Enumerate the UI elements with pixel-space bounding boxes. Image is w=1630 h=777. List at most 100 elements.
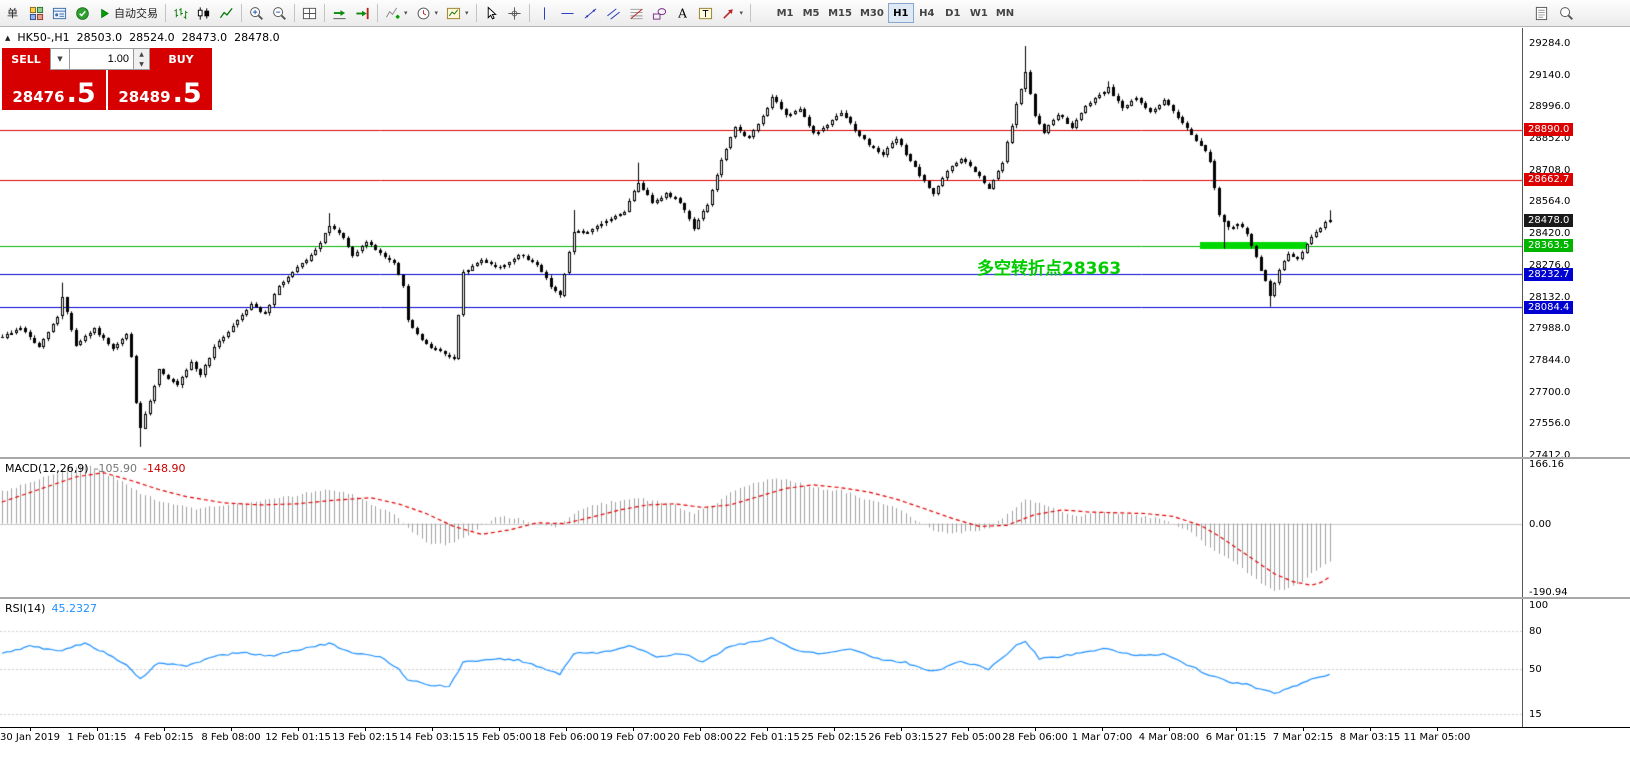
new-order-button[interactable]: 单	[3, 2, 25, 24]
channel-button[interactable]	[602, 2, 625, 24]
chevron-down-icon: ▾	[739, 9, 744, 17]
quote-high: 28524.0	[129, 31, 175, 44]
charts-grid-icon[interactable]	[25, 2, 48, 24]
axis-label: 28276.0	[1529, 259, 1571, 271]
axis-label: 0.00	[1529, 518, 1552, 530]
order-type-dropdown[interactable]: ▼	[50, 48, 70, 70]
rsi-value: 45.2327	[51, 602, 97, 615]
macd-name: MACD(12,26,9)	[5, 462, 89, 475]
buy-price-button[interactable]: 28489 .5	[108, 70, 212, 110]
axis-label: 80	[1529, 625, 1542, 637]
fibonacci-button[interactable]	[625, 2, 648, 24]
price-tag: 28084.4	[1524, 300, 1574, 314]
time-tick	[1303, 728, 1304, 731]
volume-up-icon[interactable]: ▲	[139, 50, 144, 58]
time-label: 6 Mar 01:15	[1205, 732, 1267, 743]
price-scale[interactable]: 29284.0 29140.0 28996.0 28852.0 28708.0 28564…	[1522, 28, 1630, 727]
macd-canvas[interactable]	[0, 459, 1522, 597]
charts-list-icon[interactable]	[1530, 2, 1553, 24]
news-icon[interactable]	[71, 2, 94, 24]
profiles-icon[interactable]	[48, 2, 71, 24]
templates-button[interactable]: ▾	[442, 2, 473, 24]
axis-label: 29140.0	[1529, 69, 1571, 81]
axis-label: 15	[1529, 708, 1542, 720]
indicators-button[interactable]: ▾	[381, 2, 412, 24]
timeframe-button-mn[interactable]: MN	[992, 3, 1018, 23]
time-label: 15 Feb 05:00	[466, 732, 532, 743]
volume-stepper[interactable]: ▲ ▼	[134, 48, 150, 70]
time-label: 25 Feb 02:15	[801, 732, 867, 743]
rsi-canvas[interactable]	[0, 599, 1522, 727]
chevron-down-icon: ▾	[465, 9, 469, 17]
volume-input[interactable]	[70, 48, 134, 70]
rsi-name: RSI(14)	[5, 602, 46, 615]
macd-label: MACD(12,26,9) -105.90 -148.90	[5, 462, 185, 475]
time-tick	[164, 728, 165, 731]
line-chart-button[interactable]	[215, 2, 238, 24]
time-tick	[1102, 728, 1103, 731]
timeframe-button-w1[interactable]: W1	[966, 3, 992, 23]
collapse-trade-panel-icon[interactable]: ▲	[5, 33, 11, 42]
time-label: 14 Feb 03:15	[399, 732, 465, 743]
price-chart-canvas[interactable]	[0, 28, 1522, 457]
time-tick	[365, 728, 366, 731]
pane-splitter[interactable]	[0, 597, 1630, 599]
time-label: 7 Mar 02:15	[1272, 732, 1334, 743]
svg-text:A: A	[677, 6, 687, 20]
autotrading-button[interactable]: 自动交易	[94, 2, 162, 24]
time-label: 19 Feb 07:00	[600, 732, 666, 743]
timeframe-button-m30[interactable]: M30	[856, 3, 888, 23]
sell-price-main: 28476	[12, 88, 65, 107]
quote-header: ▲ HK50-,H1 28503.0 28524.0 28473.0 28478…	[5, 31, 280, 44]
tile-windows-button[interactable]	[298, 2, 321, 24]
cursor-button[interactable]	[480, 2, 503, 24]
text-label-button[interactable]: T	[694, 2, 717, 24]
time-label: 20 Feb 08:00	[667, 732, 733, 743]
time-tick	[1035, 728, 1036, 731]
time-label: 4 Mar 08:00	[1138, 732, 1200, 743]
axis-label: 28420.0	[1529, 228, 1571, 240]
toolbar-separator	[294, 4, 295, 22]
shapes-button[interactable]	[648, 2, 671, 24]
arrows-button[interactable]: ▾	[717, 2, 748, 24]
rsi-label: RSI(14) 45.2327	[5, 602, 97, 615]
axis-label: 28852.0	[1529, 133, 1571, 145]
time-tick	[298, 728, 299, 731]
price-tag: 28890.0	[1524, 123, 1574, 137]
bar-chart-button[interactable]	[169, 2, 192, 24]
time-tick	[1437, 728, 1438, 731]
timeframe-button-h4[interactable]: H4	[914, 3, 940, 23]
timeframe-button-m1[interactable]: M1	[772, 3, 798, 23]
autotrading-button-label: 自动交易	[114, 7, 158, 20]
toolbar-separator	[528, 4, 530, 22]
timeframe-button-m5[interactable]: M5	[798, 3, 824, 23]
chart-shift-button[interactable]	[351, 2, 374, 24]
timeframe-button-m15[interactable]: M15	[824, 3, 856, 23]
candlestick-chart-button[interactable]	[192, 2, 215, 24]
timeframe-button-h1[interactable]: H1	[887, 3, 914, 23]
text-button[interactable]: A	[671, 2, 694, 24]
time-label: 18 Feb 06:00	[533, 732, 599, 743]
time-tick	[1236, 728, 1237, 731]
auto-scroll-button[interactable]	[328, 2, 351, 24]
vertical-line-button[interactable]	[533, 2, 556, 24]
search-icon[interactable]	[1555, 2, 1578, 24]
price-tag: 28478.0	[1524, 213, 1574, 227]
crosshair-button[interactable]	[503, 2, 526, 24]
quote-low: 28473.0	[181, 31, 228, 44]
volume-down-icon[interactable]: ▼	[139, 60, 144, 68]
time-label: 30 Jan 2019	[0, 732, 60, 743]
timeframe-button-d1[interactable]: D1	[940, 3, 966, 23]
zoom-in-button[interactable]	[245, 2, 268, 24]
trendline-button[interactable]	[579, 2, 602, 24]
periods-button[interactable]: ▾	[412, 2, 443, 24]
sell-button[interactable]: SELL	[2, 48, 50, 70]
pane-splitter[interactable]	[0, 457, 1630, 459]
time-tick	[566, 728, 567, 731]
time-tick	[432, 728, 433, 731]
horizontal-line-button[interactable]	[556, 2, 579, 24]
zoom-out-button[interactable]	[268, 2, 291, 24]
buy-button[interactable]: BUY	[150, 48, 212, 70]
time-axis[interactable]: 30 Jan 2019 1 Feb 01:15 4 Feb 02:15 8 Feb 0…	[0, 727, 1630, 747]
sell-price-button[interactable]: 28476 .5	[2, 70, 106, 110]
